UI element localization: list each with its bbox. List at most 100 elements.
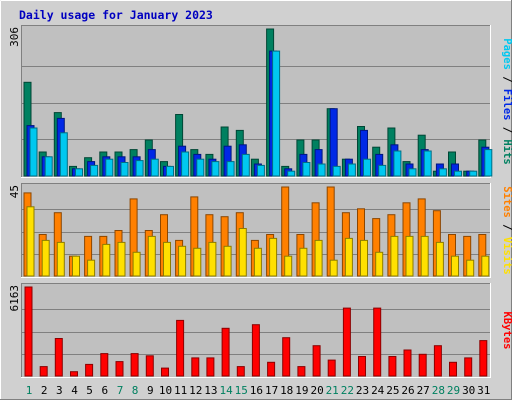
- bar-sites-day-9: [147, 235, 156, 277]
- x-tick-label-18: 18: [280, 384, 293, 397]
- legend-entry: Pages: [501, 38, 512, 70]
- x-tick-label-9: 9: [147, 384, 154, 397]
- bar-sites-day-13: [208, 241, 217, 277]
- x-tick-label-29: 29: [447, 384, 460, 397]
- x-tick-label-27: 27: [417, 384, 430, 397]
- x-tick-label-17: 17: [265, 384, 278, 397]
- x-tick-label-24: 24: [371, 384, 385, 397]
- bar-sites-day-28: [435, 241, 444, 277]
- bar-sites-day-11: [178, 245, 187, 277]
- bar-pages-day-8: [135, 160, 144, 177]
- y-max-label: 6163: [8, 285, 21, 312]
- panel-kbytes: 6163 KBytes: [8, 283, 512, 378]
- bar-pages-day-12: [196, 158, 205, 177]
- x-tick-label-8: 8: [132, 384, 139, 397]
- bar-kbytes-day-17: [267, 361, 276, 377]
- bar-pages-day-24: [378, 164, 387, 177]
- bar-kbytes-day-28: [433, 345, 442, 377]
- panels-layer: 306 Pages / Files / Hits 45 Sites / Visits 6…: [8, 25, 512, 378]
- bar-sites-day-5: [87, 259, 96, 277]
- x-tick-label-14: 14: [219, 384, 233, 397]
- bar-pages-day-10: [166, 165, 174, 177]
- x-tick-label-19: 19: [295, 384, 308, 397]
- bar-sites-day-16: [253, 247, 262, 277]
- x-tick-label-23: 23: [356, 384, 369, 397]
- bar-kbytes-day-24: [373, 307, 382, 377]
- bar-pages-day-29: [454, 170, 462, 177]
- bar-pages-day-17: [272, 50, 281, 177]
- bar-kbytes-day-23: [358, 356, 366, 377]
- x-tick-label-12: 12: [189, 384, 202, 397]
- bar-pages-day-19: [302, 162, 311, 177]
- x-tick-label-11: 11: [174, 384, 187, 397]
- bar-pages-day-14: [226, 161, 235, 177]
- y-max-label: 306: [8, 27, 21, 47]
- bar-kbytes-day-10: [161, 367, 169, 377]
- bar-pages-day-27: [423, 150, 432, 177]
- x-tick-label-2: 2: [41, 384, 48, 397]
- legend-entry: /: [501, 70, 512, 89]
- bar-kbytes-day-7: [115, 361, 124, 377]
- bar-sites-day-27: [420, 235, 429, 277]
- bar-sites-day-2: [41, 239, 50, 277]
- legend-entry: Files: [501, 89, 512, 121]
- bar-kbytes-day-12: [191, 357, 200, 377]
- legend-entry: KBytes: [501, 312, 512, 350]
- bar-kbytes-day-13: [206, 357, 215, 377]
- bar-sites-day-14: [223, 245, 232, 277]
- y-max-label: 45: [8, 185, 21, 198]
- bar-pages-day-4: [75, 168, 83, 177]
- bar-sites-day-25: [390, 235, 399, 277]
- legend-entry: /: [501, 218, 512, 237]
- bar-kbytes-day-18: [282, 337, 291, 377]
- bar-kbytes-day-14: [221, 327, 230, 377]
- bar-pages-day-28: [438, 168, 447, 177]
- legend-entry: /: [501, 120, 512, 139]
- bar-kbytes-day-2: [39, 366, 48, 377]
- bar-pages-day-15: [241, 153, 250, 177]
- bar-kbytes-day-15: [236, 366, 245, 377]
- bar-pages-day-18: [287, 170, 296, 177]
- bar-pages-day-6: [105, 158, 114, 177]
- bar-sites-day-29: [451, 255, 459, 277]
- legend-entry: Visits: [501, 237, 512, 275]
- bar-kbytes-day-4: [70, 371, 78, 377]
- bar-kbytes-day-25: [388, 356, 397, 377]
- bar-kbytes-day-16: [251, 324, 260, 377]
- bar-kbytes-day-5: [85, 363, 94, 377]
- bar-kbytes-day-27: [418, 353, 427, 377]
- bar-kbytes-day-9: [145, 355, 154, 377]
- panel-requests: 306 Pages / Files / Hits: [8, 25, 512, 178]
- bar-kbytes-day-3: [54, 338, 63, 377]
- bar-pages-day-2: [44, 156, 53, 177]
- x-tick-label-28: 28: [432, 384, 445, 397]
- bar-pages-day-25: [393, 150, 402, 177]
- x-tick-label-31: 31: [477, 384, 490, 397]
- bar-kbytes-day-21: [327, 359, 336, 377]
- bar-pages-day-31: [484, 149, 493, 177]
- bar-kbytes-day-29: [449, 361, 457, 377]
- x-tick-label-22: 22: [341, 384, 354, 397]
- bar-pages-day-23: [363, 158, 371, 177]
- legend-entry: Sites: [501, 186, 512, 218]
- bar-sites-day-17: [269, 237, 278, 277]
- bar-pages-day-26: [408, 168, 417, 177]
- panel-visits: 45 Sites / Visits: [8, 183, 512, 278]
- bar-kbytes-day-26: [403, 349, 412, 377]
- x-tick-label-30: 30: [462, 384, 475, 397]
- bar-pages-day-11: [181, 151, 190, 177]
- bar-pages-day-5: [90, 164, 99, 177]
- bar-sites-day-6: [102, 243, 111, 277]
- bar-pages-day-20: [317, 163, 326, 177]
- bar-kbytes-day-30: [464, 357, 473, 377]
- x-tick-label-6: 6: [101, 384, 108, 397]
- bar-kbytes-day-22: [342, 307, 351, 377]
- bar-sites-day-15: [238, 228, 247, 277]
- x-tick-label-1: 1: [26, 384, 33, 397]
- x-tick-label-21: 21: [326, 384, 339, 397]
- bar-sites-day-7: [117, 241, 126, 277]
- x-tick-label-15: 15: [235, 384, 248, 397]
- bar-sites-day-21: [329, 259, 338, 277]
